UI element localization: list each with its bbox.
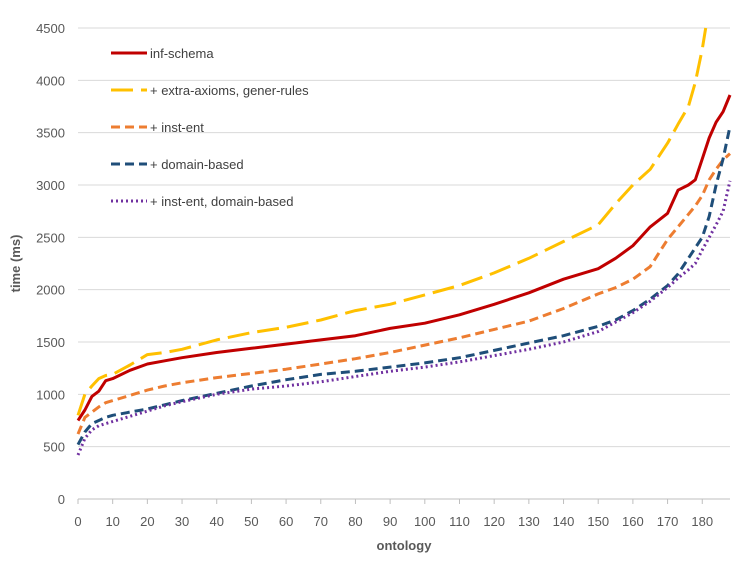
series-line-4 <box>76 180 732 456</box>
x-tick-labels: 0 10 20 30 40 50 60 70 80 90 100 110 120 130 140 150 160… <box>74 514 713 529</box>
series-line-1 <box>76 27 708 416</box>
y-tick-label: 4000 <box>36 73 65 88</box>
x-tick-label: 50 <box>244 514 258 529</box>
legend-label-4: + inst-ent, domain-based <box>150 194 293 209</box>
series-lines <box>76 27 732 456</box>
x-tick-label: 0 <box>74 514 81 529</box>
legend-label-2: + inst-ent <box>150 120 204 135</box>
series-line-0 <box>76 94 732 422</box>
y-tick-label: 2500 <box>36 230 65 245</box>
x-tick-label: 100 <box>414 514 436 529</box>
legend-label-0: inf-schema <box>150 46 214 61</box>
x-tick-label: 70 <box>314 514 328 529</box>
x-tick-label: 170 <box>657 514 679 529</box>
y-tick-label: 2000 <box>36 283 65 298</box>
axes <box>77 498 730 504</box>
y-tick-label: 1500 <box>36 335 65 350</box>
x-tick-label: 40 <box>209 514 223 529</box>
x-tick-label: 30 <box>175 514 189 529</box>
y-tick-label: 0 <box>58 492 65 507</box>
x-tick-label: 110 <box>449 514 470 529</box>
x-tick-label: 20 <box>140 514 154 529</box>
x-tick-label: 150 <box>587 514 609 529</box>
x-tick-label: 180 <box>691 514 713 529</box>
y-tick-label: 4500 <box>36 21 65 36</box>
x-tick-label: 130 <box>518 514 540 529</box>
y-tick-label: 1000 <box>36 387 65 402</box>
y-tick-label: 500 <box>43 440 65 455</box>
y-tick-labels: 0 500 1000 1500 2000 2500 3000 3500 4000 4500 <box>36 21 65 507</box>
x-tick-label: 10 <box>105 514 119 529</box>
x-tick-label: 60 <box>279 514 293 529</box>
legend: inf-schema + extra-axioms, gener-rules + i… <box>111 46 309 209</box>
series-line-2 <box>76 152 732 435</box>
series-line-3 <box>76 126 732 446</box>
y-tick-label: 3000 <box>36 178 65 193</box>
y-axis-title: time (ms) <box>8 235 23 293</box>
x-tick-label: 90 <box>383 514 397 529</box>
legend-label-3: + domain-based <box>150 157 244 172</box>
legend-label-1: + extra-axioms, gener-rules <box>150 83 309 98</box>
x-tick-label: 80 <box>348 514 362 529</box>
x-tick-label: 160 <box>622 514 644 529</box>
gridlines <box>78 27 730 448</box>
x-tick-label: 120 <box>483 514 505 529</box>
x-tick-label: 140 <box>553 514 575 529</box>
x-axis-title: ontology <box>377 538 433 553</box>
y-tick-label: 3500 <box>36 126 65 141</box>
